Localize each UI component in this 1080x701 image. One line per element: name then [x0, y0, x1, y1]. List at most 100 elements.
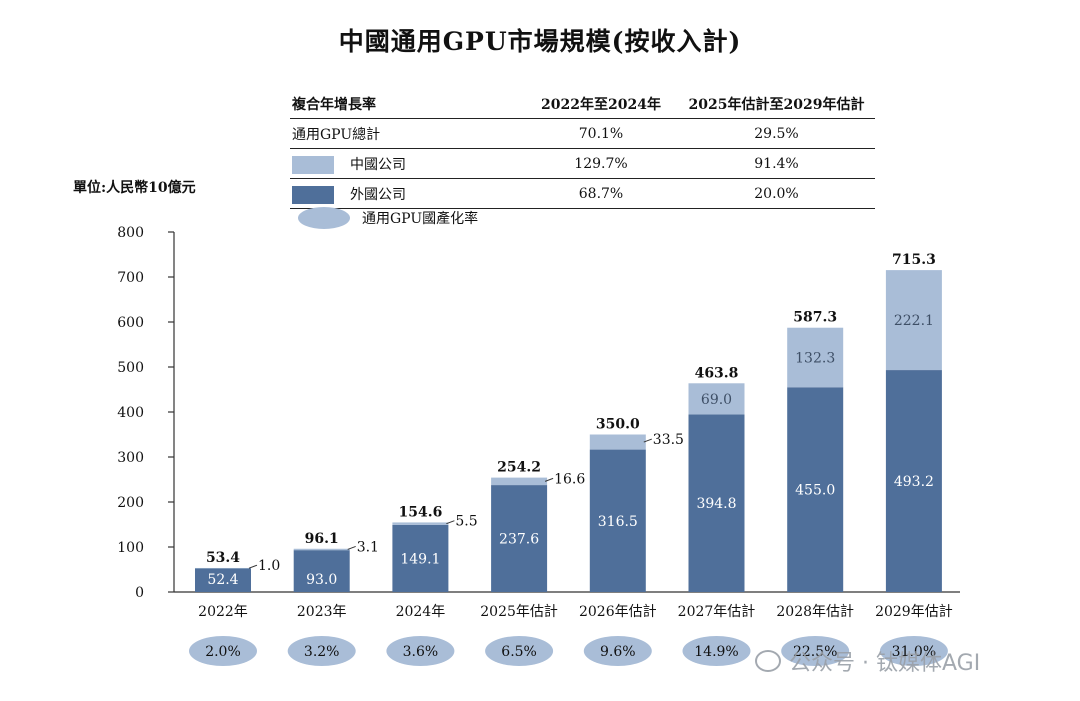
- localization-rate-value: 9.6%: [600, 644, 636, 660]
- bar-domestic-leader: [643, 438, 652, 443]
- cagr-row-foreign: 外國公司 68.7% 20.0%: [290, 178, 875, 209]
- bar-domestic-value: 33.5: [653, 432, 684, 448]
- cagr-row-label: 中國公司: [350, 156, 406, 173]
- y-tick-label: 300: [117, 450, 144, 466]
- bar-domestic-value: 1.0: [258, 558, 280, 574]
- bar-total-value: 154.6: [398, 504, 442, 520]
- bar-domestic-value: 132.3: [795, 350, 835, 366]
- cagr-value: 20.0%: [678, 178, 875, 209]
- x-tick-label: 2025年估計: [480, 604, 558, 620]
- cagr-row-label: 通用GPU總計: [292, 126, 381, 143]
- localization-rate-oval: [682, 636, 751, 666]
- y-tick-label: 400: [117, 405, 144, 421]
- x-tick-label: 2028年估計: [776, 604, 854, 620]
- bar-foreign-value: 455.0: [795, 483, 835, 499]
- bar-total-value: 53.4: [206, 550, 240, 566]
- x-tick-label: 2024年: [396, 604, 446, 620]
- bar-domestic: [885, 270, 942, 371]
- bar-foreign: [195, 568, 251, 592]
- legend-swatch-domestic: [292, 155, 334, 174]
- bar-foreign: [787, 387, 844, 592]
- localization-rate-oval: [287, 636, 356, 666]
- cagr-row-domestic: 中國公司 129.7% 91.4%: [290, 148, 875, 179]
- bar-domestic-value: 16.6: [554, 471, 585, 487]
- x-tick-label: 2029年估計: [875, 604, 953, 620]
- watermark: 公众号 · 钛媒体AGI: [755, 645, 980, 677]
- cagr-value: 129.7%: [524, 148, 678, 179]
- localization-rate-value: 31.0%: [892, 644, 936, 660]
- y-tick-label: 100: [117, 540, 144, 556]
- bar-domestic-leader: [544, 477, 554, 482]
- bar-total-value: 350.0: [596, 417, 640, 433]
- cagr-value: 70.1%: [524, 118, 678, 149]
- legend-rate-label: 通用GPU國產化率: [362, 211, 479, 227]
- bar-total-value: 96.1: [305, 531, 339, 547]
- bar-total-value: 587.3: [793, 310, 837, 326]
- bar-foreign-value: 149.1: [400, 551, 440, 567]
- x-tick-label: 2027年估計: [678, 604, 756, 620]
- cagr-value: 68.7%: [524, 178, 678, 209]
- bar-domestic: [491, 477, 548, 486]
- y-tick-label: 0: [135, 585, 144, 601]
- bar-foreign-value: 316.5: [598, 514, 638, 530]
- cagr-header-period-2: 2025年估計至2029年估計: [678, 90, 875, 119]
- bar-foreign-value: 394.8: [696, 496, 736, 512]
- bar-domestic-leader: [347, 545, 356, 550]
- bar-domestic: [688, 383, 745, 415]
- localization-rate-value: 6.5%: [501, 644, 537, 660]
- watermark-text: 公众号 · 钛媒体AGI: [789, 651, 981, 676]
- cagr-header-period-1: 2022年至2024年: [524, 90, 678, 119]
- cagr-row-label: 外國公司: [350, 186, 406, 203]
- bar-domestic-value: 69.0: [701, 392, 732, 408]
- bar-domestic-leader: [248, 564, 258, 569]
- chart-title: 中國通用GPU市場規模(按收入計): [338, 27, 742, 56]
- bar-total-value: 463.8: [695, 365, 739, 381]
- bar-domestic-value: 222.1: [894, 313, 934, 329]
- x-tick-label: 2026年估計: [579, 604, 657, 620]
- bar-domestic-leader: [446, 520, 455, 525]
- cagr-header-label: 複合年增長率: [290, 90, 524, 119]
- bar-domestic: [392, 522, 449, 525]
- x-tick-label: 2022年: [198, 604, 248, 620]
- y-tick-label: 200: [117, 495, 144, 511]
- bar-foreign-value: 52.4: [207, 572, 238, 588]
- y-tick-label: 700: [117, 270, 144, 286]
- y-tick-label: 500: [117, 360, 144, 376]
- localization-rate-oval: [781, 636, 850, 666]
- bar-foreign: [491, 485, 548, 592]
- cagr-row-total: 通用GPU總計 70.1% 29.5%: [290, 118, 875, 149]
- bar-domestic: [293, 548, 350, 551]
- bar-domestic: [589, 434, 646, 450]
- cagr-value: 29.5%: [678, 118, 875, 149]
- localization-rate-oval: [386, 636, 455, 666]
- wechat-icon: [755, 650, 781, 672]
- y-tick-label: 600: [117, 315, 144, 331]
- localization-rate-value: 2.0%: [205, 644, 241, 660]
- localization-rate-oval: [485, 636, 554, 666]
- legend-swatch-foreign: [292, 185, 334, 204]
- cagr-header-row: 複合年增長率 2022年至2024年 2025年估計至2029年估計: [290, 90, 875, 119]
- unit-label: 單位:人民幣10億元: [73, 180, 196, 196]
- bar-domestic-value: 5.5: [455, 514, 477, 530]
- localization-rate-value: 3.2%: [304, 644, 340, 660]
- localization-rate-oval: [583, 636, 652, 666]
- bar-foreign: [589, 449, 646, 592]
- bar-foreign-value: 493.2: [894, 474, 934, 490]
- bar-total-value: 254.2: [497, 460, 541, 476]
- localization-rate-value: 14.9%: [694, 644, 738, 660]
- localization-rate-oval: [879, 636, 948, 666]
- y-tick-label: 800: [117, 225, 144, 241]
- bar-foreign: [293, 550, 350, 592]
- bar-domestic: [787, 327, 844, 388]
- legend-oval: [298, 207, 350, 229]
- bar-foreign: [392, 524, 449, 592]
- localization-rate-oval: [189, 636, 257, 666]
- cagr-table: 複合年增長率 2022年至2024年 2025年估計至2029年估計 通用GPU…: [290, 90, 875, 209]
- bar-foreign-value: 237.6: [499, 532, 539, 548]
- localization-rate-value: 22.5%: [793, 644, 837, 660]
- bar-domestic-value: 3.1: [357, 539, 379, 555]
- bar-total-value: 715.3: [892, 252, 936, 268]
- legend-localization-rate: 通用GPU國產化率: [298, 207, 478, 229]
- bar-foreign: [885, 370, 942, 592]
